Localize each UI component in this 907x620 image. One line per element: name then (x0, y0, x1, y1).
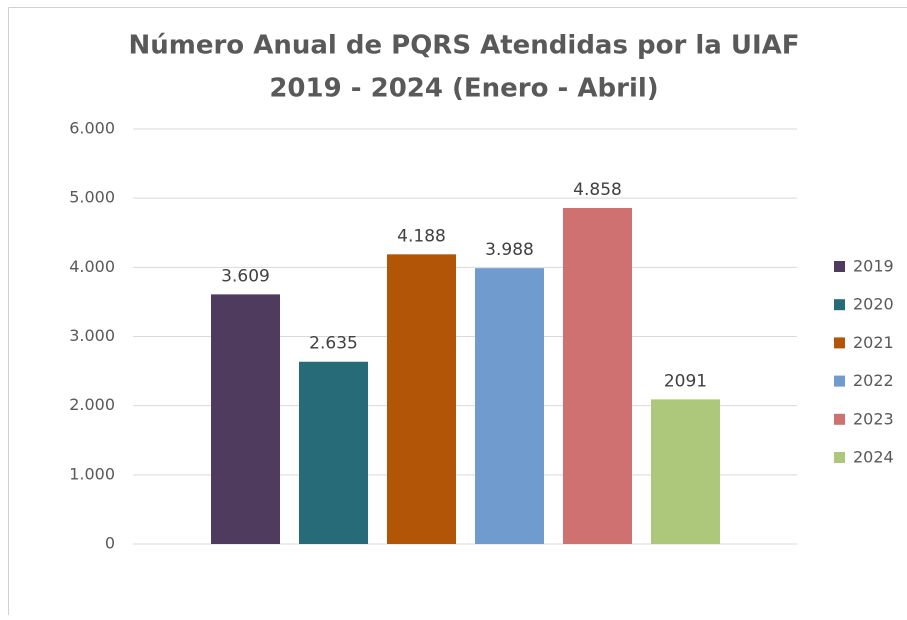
legend-swatch (834, 299, 845, 311)
data-label: 3.988 (485, 240, 534, 260)
legend-swatch (834, 337, 845, 349)
legend-swatch (834, 375, 845, 387)
y-tick-label: 1.000 (69, 464, 115, 483)
y-tick-label: 6.000 (69, 119, 115, 138)
bar (299, 361, 368, 544)
legend-label: 2019 (853, 257, 894, 276)
data-label: 3.609 (221, 266, 270, 286)
legend-swatch (834, 452, 845, 463)
y-tick-label: 0 (105, 534, 115, 553)
legend-swatch (834, 413, 845, 425)
y-tick-label: 3.000 (69, 326, 115, 345)
data-label: 2091 (664, 371, 707, 391)
y-tick-label: 4.000 (69, 257, 115, 276)
bar (387, 254, 456, 544)
y-tick-label: 5.000 (69, 188, 115, 207)
legend-label: 2024 (853, 448, 894, 467)
bar (563, 207, 632, 544)
bar (475, 268, 544, 544)
data-label: 2.635 (309, 334, 358, 354)
data-label: 4.858 (573, 180, 622, 200)
bar (211, 294, 280, 544)
legend-label: 2020 (853, 295, 894, 314)
data-label: 4.188 (397, 226, 446, 246)
bar (651, 399, 720, 544)
legend-label: 2021 (853, 333, 894, 352)
legend-label: 2022 (853, 371, 894, 390)
y-tick-label: 2.000 (69, 395, 115, 414)
chart-title: Número Anual de PQRS Atendidas por la UI… (128, 31, 799, 61)
legend-label: 2023 (853, 409, 894, 428)
legend-swatch (834, 261, 845, 272)
chart-title: 2019 - 2024 (Enero - Abril) (269, 74, 658, 104)
